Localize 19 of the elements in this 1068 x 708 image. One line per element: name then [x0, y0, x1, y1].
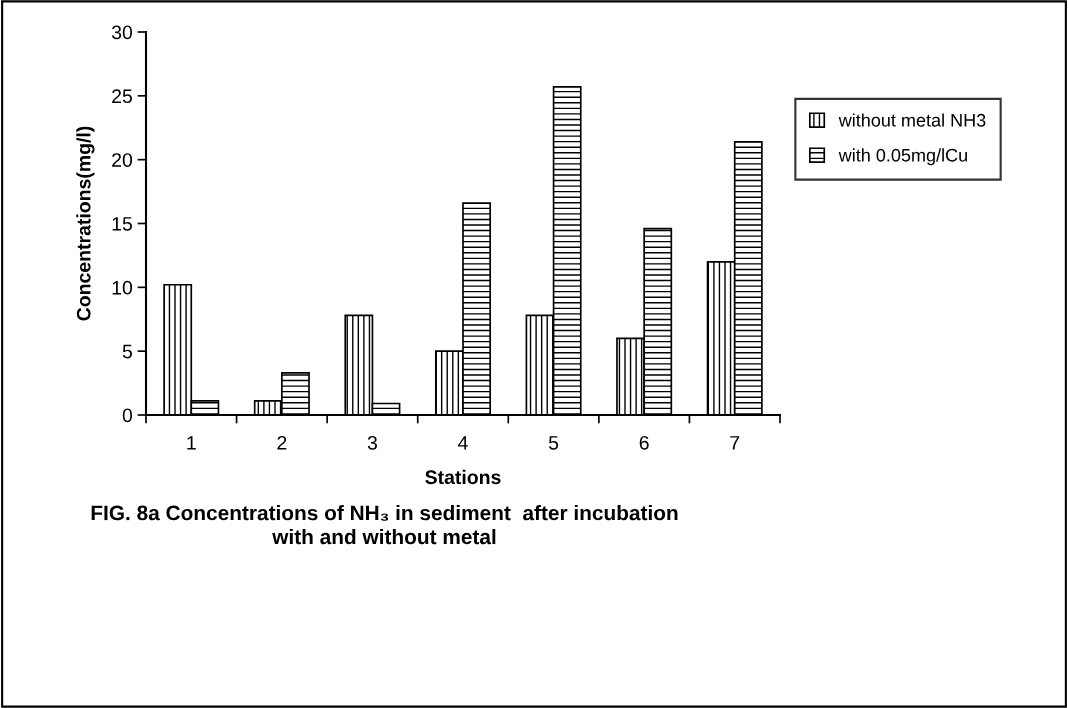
y-tick-label: 25: [112, 89, 132, 104]
y-tick-label: 10: [112, 280, 133, 295]
y-tick-label: 20: [112, 153, 133, 167]
x-tick-label: 2: [277, 435, 287, 450]
y-tick-label: 30: [111, 25, 133, 40]
x-tick-label: 3: [367, 435, 377, 450]
y-tick-label: 0: [122, 408, 133, 423]
x-tick-label: 5: [548, 436, 559, 450]
x-tick-label: 7: [730, 436, 740, 450]
text: FIG. 8a Concentrations of NH₃ in sediment after incubation with and without metal: [91, 505, 678, 545]
y-axis-title: Concentrations(mg/l): [76, 126, 95, 321]
x-tick-label: 4: [458, 436, 468, 450]
y-tick-label: 5: [122, 344, 132, 359]
legend-label: with 0.05mg/lCu: [838, 148, 967, 166]
y-tick-label: 15: [112, 217, 132, 231]
x-tick-label: 6: [639, 435, 649, 450]
x-tick-label: 1: [187, 436, 196, 450]
legend-label: without metal NH3: [838, 113, 986, 127]
x-axis-title: Stations: [425, 469, 501, 485]
